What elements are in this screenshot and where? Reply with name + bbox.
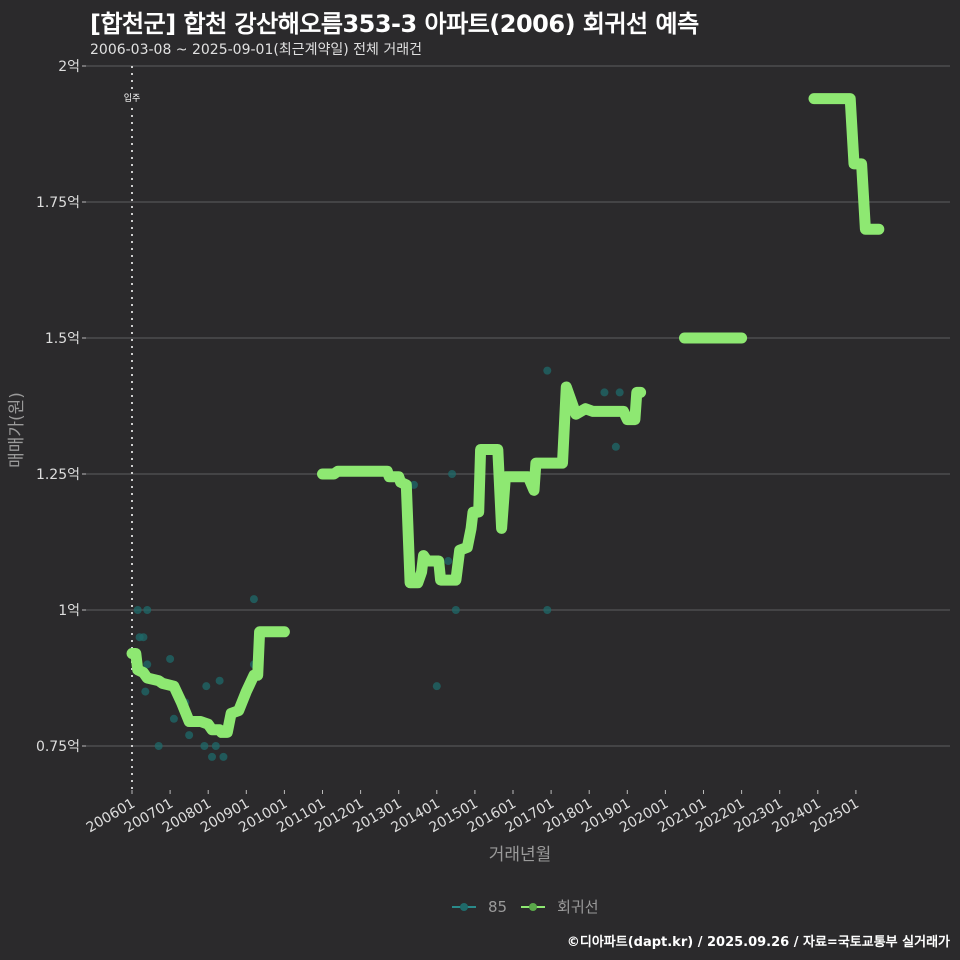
scatter-point [154,742,163,750]
chart-subtitle: 2006-03-08 ~ 2025-09-01(최근계약일) 전체 거래건 [90,42,422,58]
scatter-point [185,731,194,740]
scatter-point [249,595,258,604]
scatter-point [133,606,142,614]
y-tick-label: 1억 [58,603,80,619]
y-axis-ticks: 0.75억 1억 1.25억 1.5억 1.75억 2억 [36,59,86,755]
regression-segment [126,626,290,738]
regression-line [126,93,885,738]
scatter-point [143,606,152,614]
scatter-point [611,442,620,451]
scatter-point [202,682,211,691]
scatter-point [200,742,209,750]
scatter-point [543,606,552,614]
y-tick-label: 1.5억 [45,331,80,347]
y-tick-label: 1.25억 [36,467,80,483]
move-in-annotation: 입주 [122,66,142,790]
scatter-point [139,633,148,642]
scatter-point [219,752,228,761]
legend: 85 회귀선 [452,896,613,917]
scatter-point [215,676,224,685]
legend-label-85: 85 [488,897,508,916]
scatter-point [615,388,624,397]
scatter-point [409,480,418,489]
regression-segment [808,93,885,235]
scatter-point [166,654,175,663]
chart-title: [합천군] 합천 강산해오름353-3 아파트(2006) 회귀선 예측 [90,10,699,38]
x-axis-ticks: 2006012007012008012009012010012011012012… [84,790,862,836]
scatter-series-85 [133,366,624,761]
scatter-point [451,606,460,614]
legend-item-85: 85 [452,898,507,916]
scatter-point [448,470,457,478]
scatter-point [141,687,150,696]
legend-key-regression [521,900,546,914]
scatter-point [208,752,217,761]
scatter-point [600,388,609,397]
scatter-point [143,660,152,669]
legend-item-regression: 회귀선 [521,896,599,917]
y-axis-title: 매매가(원) [7,392,27,468]
legend-label-regression: 회귀선 [557,898,599,916]
scatter-point [169,714,178,723]
legend-key-85 [452,900,476,914]
gridlines [86,65,950,747]
regression-segment [317,381,647,589]
source-caption: ©디아파트(dapt.kr) / 2025.09.26 / 자료=국토교통부 실… [566,935,950,950]
scatter-point [543,366,552,375]
scatter-point [211,742,220,750]
scatter-point [444,557,453,566]
y-tick-label: 0.75억 [36,739,80,755]
y-tick-label: 1.75억 [36,195,80,211]
move-in-label: 입주 [124,92,141,104]
scatter-point [432,682,441,691]
y-tick-label: 2억 [58,59,80,75]
x-axis-title: 거래년월 [489,845,552,865]
